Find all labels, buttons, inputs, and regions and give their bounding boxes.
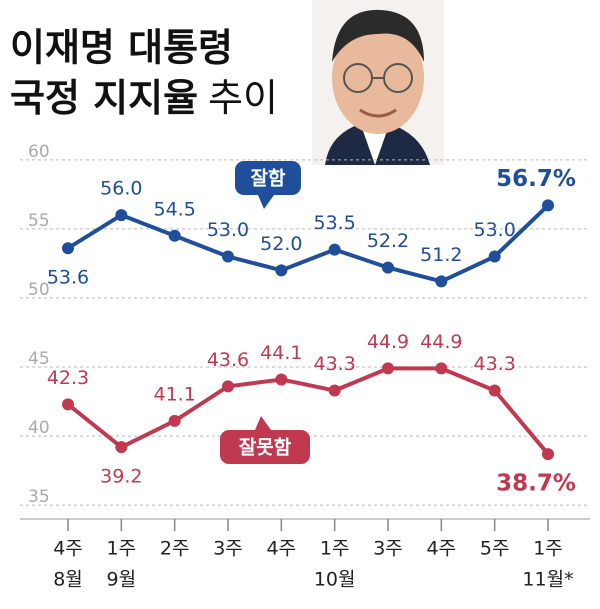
chart-title: 이재명 대통령 — [10, 26, 233, 70]
data-label: 39.2 — [100, 466, 142, 488]
data-point — [328, 384, 341, 397]
data-label: 53.5 — [314, 212, 356, 234]
series-line — [66, 366, 550, 456]
y-tick-label: 55 — [28, 211, 50, 231]
data-point — [62, 398, 74, 411]
x-tick-label: 4주 — [267, 538, 297, 560]
data-label: 56.0 — [100, 178, 142, 200]
x-tick-label: 1주 — [107, 538, 137, 560]
data-label: 43.3 — [314, 353, 356, 375]
data-point — [275, 264, 288, 277]
data-label: 44.9 — [420, 331, 462, 353]
data-label: 43.3 — [474, 353, 516, 375]
series-line — [66, 203, 550, 284]
x-tick-label: 1주 — [320, 538, 350, 560]
data-point — [542, 199, 554, 212]
x-tick-label: 2주 — [160, 538, 190, 560]
data-label: 44.9 — [367, 331, 409, 353]
data-point — [435, 275, 448, 288]
legend-box — [220, 430, 310, 464]
legend-box — [235, 161, 301, 195]
data-label: 43.6 — [207, 349, 249, 371]
data-label: 38.7% — [496, 471, 576, 497]
data-label: 56.7% — [496, 166, 576, 192]
data-point — [115, 441, 128, 454]
x-tick-label: 1주 — [533, 538, 563, 560]
y-tick-label: 40 — [28, 418, 50, 438]
legend-pointer — [258, 195, 274, 209]
x-tick-label: 4주 — [427, 538, 457, 560]
x-tick-label: 5주 — [480, 538, 510, 560]
data-label: 53.6 — [47, 267, 89, 289]
x-tick-label: 3주 — [213, 538, 243, 560]
title-main: 국정 지지율 — [10, 76, 198, 120]
data-point — [222, 250, 234, 263]
data-label: 41.1 — [154, 383, 196, 405]
x-tick-label: 4주 — [53, 538, 83, 560]
data-label: 44.1 — [260, 342, 302, 364]
month-label: 10월 — [314, 569, 356, 591]
x-tick-label: 3주 — [373, 538, 403, 560]
data-label: 52.0 — [260, 233, 302, 255]
data-label: 53.0 — [474, 219, 516, 241]
month-label: 9월 — [107, 569, 137, 591]
data-point — [382, 362, 394, 375]
portrait — [312, 0, 444, 165]
data-point — [168, 414, 181, 427]
data-point — [328, 243, 341, 256]
legend-pointer — [255, 416, 271, 430]
y-tick-label: 50 — [28, 280, 50, 300]
data-point — [542, 448, 554, 461]
data-label: 42.3 — [47, 367, 89, 389]
chart-title: 국정 지지율 추이 — [10, 76, 278, 120]
y-tick-label: 60 — [28, 142, 50, 162]
data-point — [222, 380, 234, 393]
data-label: 53.0 — [207, 219, 249, 241]
data-point — [115, 209, 128, 222]
data-label: 54.5 — [154, 198, 196, 220]
data-point — [488, 384, 501, 397]
data-point — [168, 229, 181, 242]
month-label: 8월 — [53, 569, 83, 591]
month-label: 11월* — [522, 569, 573, 591]
data-label: 51.2 — [420, 244, 462, 266]
data-point — [488, 250, 501, 263]
data-point — [275, 373, 288, 386]
data-point — [382, 261, 394, 274]
y-tick-label: 45 — [28, 349, 50, 369]
y-tick-label: 35 — [28, 487, 50, 507]
legend-label: 잘못함 — [239, 437, 292, 459]
data-label: 52.2 — [367, 230, 409, 252]
title-light: 추이 — [208, 76, 278, 120]
data-point — [435, 362, 448, 375]
legend-label: 잘함 — [251, 168, 286, 190]
data-point — [62, 242, 74, 255]
